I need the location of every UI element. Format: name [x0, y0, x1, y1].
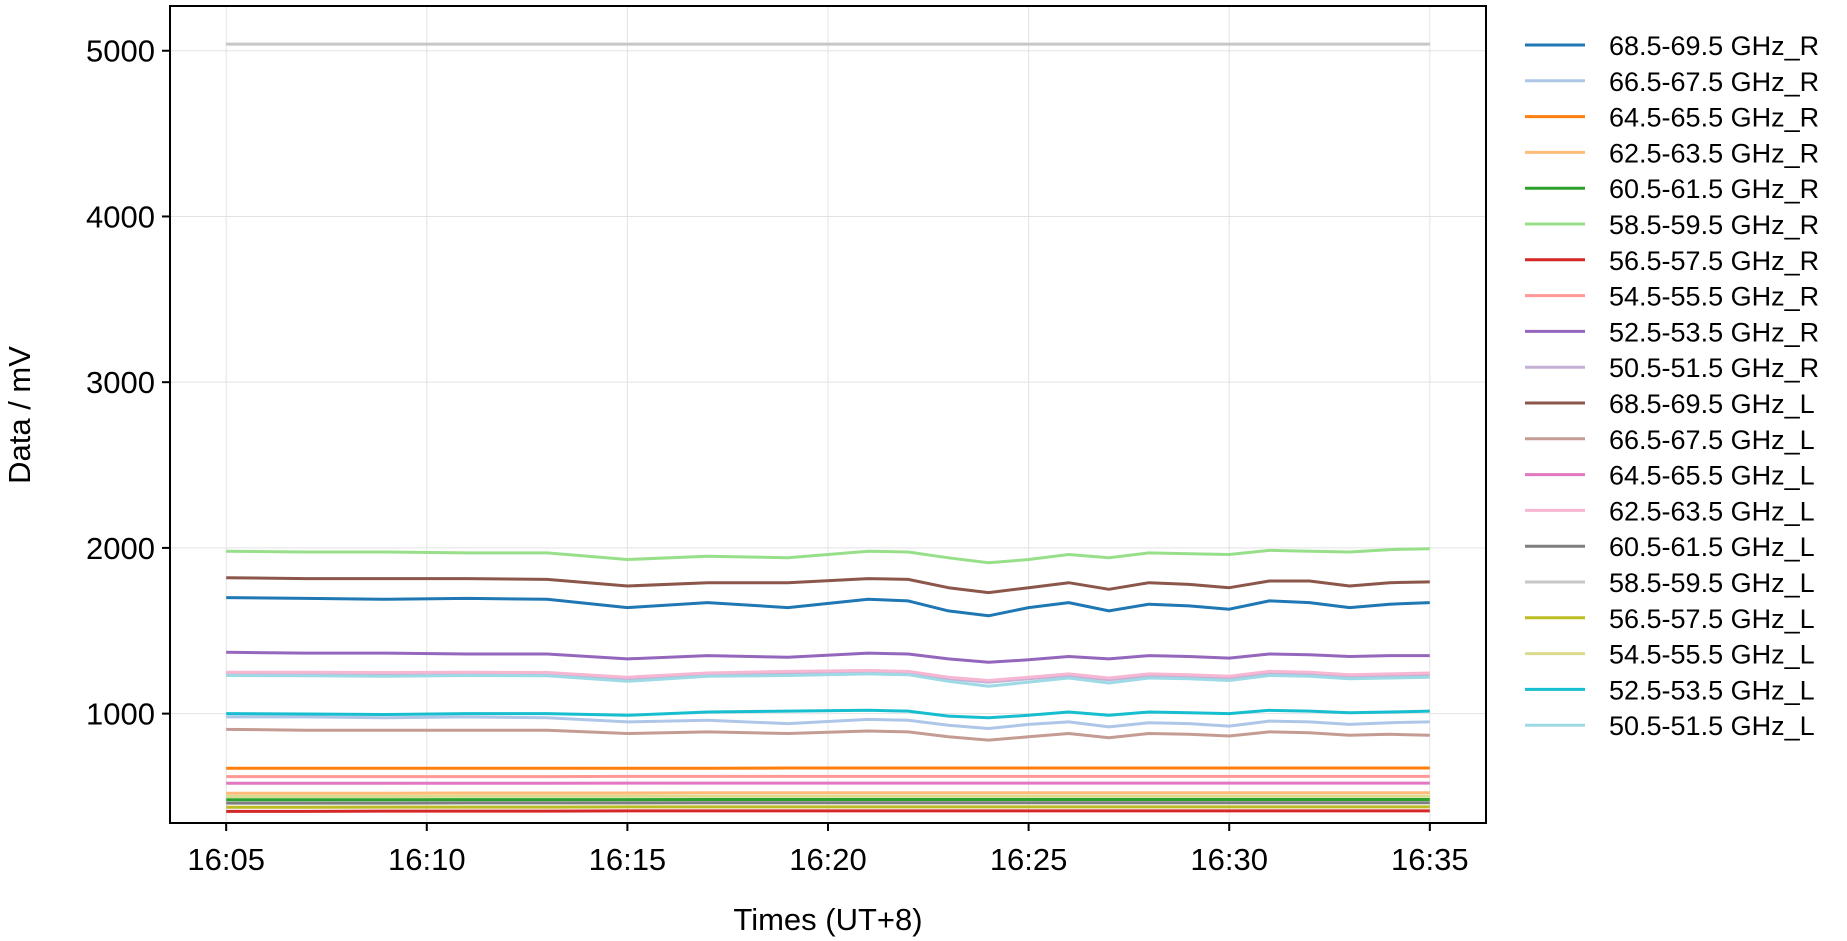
x-tick-label: 16:15 [589, 842, 667, 877]
legend-label-20: 50.5-51.5 GHz_L [1609, 711, 1815, 741]
legend-label-11: 68.5-69.5 GHz_L [1609, 389, 1815, 419]
y-tick-label: 5000 [86, 34, 155, 69]
series-line-7 [226, 809, 1430, 813]
legend-label-14: 62.5-63.5 GHz_L [1609, 496, 1815, 526]
series-line-19 [226, 708, 1430, 720]
legend-label-2: 66.5-67.5 GHz_R [1609, 67, 1819, 97]
series-line-20 [226, 672, 1430, 688]
series-line-12 [226, 727, 1430, 742]
x-tick-label: 16:20 [789, 842, 867, 877]
legend: 68.5-69.5 GHz_R 66.5-67.5 GHz_R 64.5-65.5 … [1525, 31, 1819, 741]
y-tick-label: 2000 [86, 531, 155, 566]
legend-label-12: 66.5-67.5 GHz_L [1609, 425, 1815, 455]
legend-label-1: 68.5-69.5 GHz_R [1609, 31, 1819, 61]
series-lines [226, 42, 1430, 813]
series-line-14 [226, 669, 1430, 682]
x-axis: 16:05 16:10 16:15 16:20 16:25 16:30 16:35 [187, 823, 1469, 877]
series-line-10 [226, 670, 1430, 684]
x-tick-label: 16:05 [187, 842, 265, 877]
series-line-6 [226, 547, 1430, 565]
y-axis: 1000 2000 3000 4000 5000 [86, 34, 170, 732]
legend-label-3: 64.5-65.5 GHz_R [1609, 103, 1819, 133]
series-line-9 [226, 650, 1430, 664]
legend-label-8: 54.5-55.5 GHz_R [1609, 282, 1819, 312]
legend-label-15: 60.5-61.5 GHz_L [1609, 532, 1815, 562]
y-tick-label: 1000 [86, 697, 155, 732]
series-line-2 [226, 715, 1430, 730]
legend-label-6: 58.5-59.5 GHz_R [1609, 210, 1819, 240]
legend-label-4: 62.5-63.5 GHz_R [1609, 138, 1819, 168]
series-line-11 [226, 576, 1430, 595]
legend-label-18: 54.5-55.5 GHz_L [1609, 640, 1815, 670]
legend-label-9: 52.5-53.5 GHz_R [1609, 317, 1819, 347]
legend-label-5: 60.5-61.5 GHz_R [1609, 174, 1819, 204]
legend-label-17: 56.5-57.5 GHz_L [1609, 604, 1815, 634]
x-tick-label: 16:25 [990, 842, 1068, 877]
x-tick-label: 16:10 [388, 842, 466, 877]
legend-label-10: 50.5-51.5 GHz_R [1609, 353, 1819, 383]
legend-label-19: 52.5-53.5 GHz_L [1609, 675, 1815, 705]
legend-label-16: 58.5-59.5 GHz_L [1609, 568, 1815, 598]
y-axis-title: Data / mV [2, 346, 37, 484]
x-tick-label: 16:35 [1391, 842, 1469, 877]
legend-label-7: 56.5-57.5 GHz_R [1609, 246, 1819, 276]
x-axis-title: Times (UT+8) [733, 902, 922, 937]
legend-label-13: 64.5-65.5 GHz_L [1609, 461, 1815, 491]
y-tick-label: 3000 [86, 365, 155, 400]
x-tick-label: 16:30 [1190, 842, 1268, 877]
y-tick-label: 4000 [86, 199, 155, 234]
series-line-1 [226, 596, 1430, 618]
